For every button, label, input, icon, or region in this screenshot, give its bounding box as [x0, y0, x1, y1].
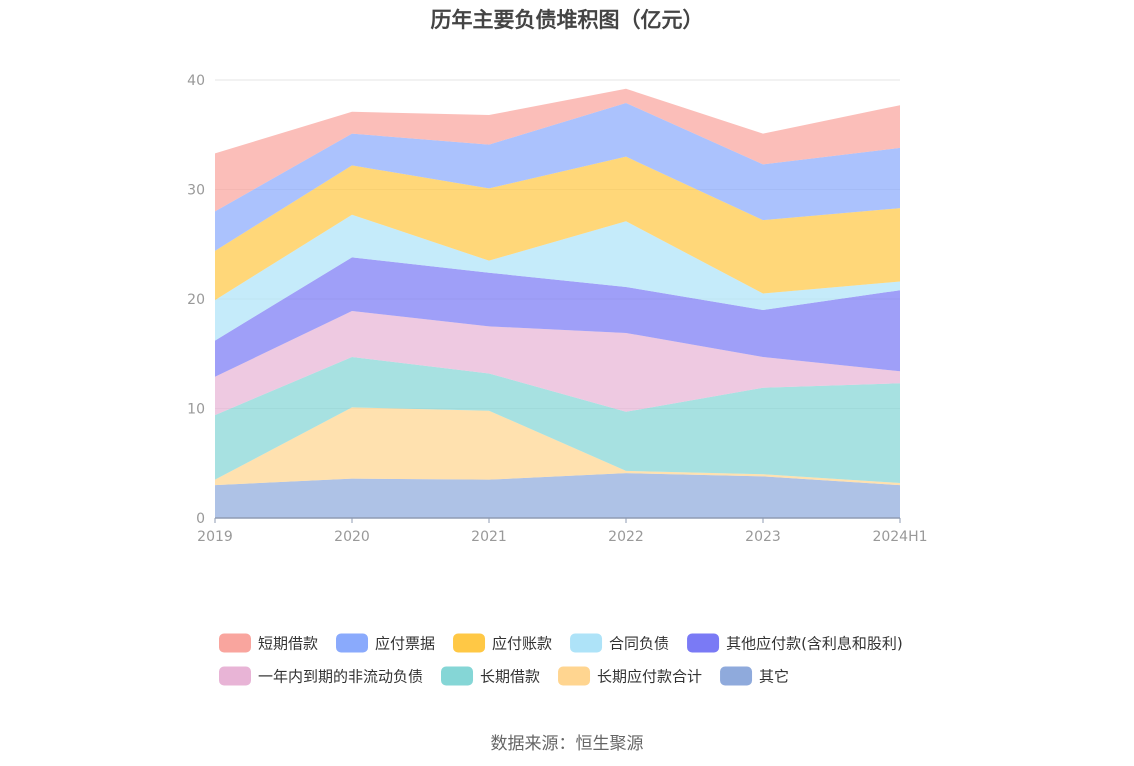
chart-title: 历年主要负债堆积图（亿元） [430, 8, 704, 32]
legend-label: 应付票据 [375, 635, 435, 653]
area-series [215, 357, 900, 483]
legend-label: 其他应付款(含利息和股利) [726, 635, 903, 653]
axes: 0 10 20 30 40 2019 2020 2021 2022 2023 2024H1 [187, 73, 927, 545]
area-series [215, 88, 900, 212]
legend-swatch [720, 666, 753, 686]
legend-label: 其它 [759, 668, 789, 686]
legend-swatch [219, 666, 251, 686]
area-series [215, 156, 900, 301]
legend-swatch [570, 633, 603, 653]
legend-label: 合同负债 [609, 635, 669, 653]
legend: 短期借款 应付票据 应付账款 合同负债 其他应付款(含利息和股利) 一年内到期的非流动负债… [219, 633, 903, 686]
legend-label: 短期借款 [258, 635, 318, 653]
legend-item[interactable]: 应付账款 [453, 633, 552, 653]
legend-item[interactable]: 长期应付款合计 [558, 666, 702, 686]
y-tick-label: 20 [187, 292, 205, 308]
area-series [215, 473, 900, 518]
area-series [215, 103, 900, 251]
x-tick-label: 2020 [334, 529, 370, 545]
legend-item[interactable]: 其它 [720, 666, 789, 686]
x-tick-label: 2023 [745, 529, 781, 545]
y-tick-label: 30 [187, 183, 205, 199]
x-tick-label: 2022 [608, 529, 644, 545]
legend-swatch [453, 633, 486, 653]
data-source-note: 数据来源：恒生聚源 [490, 734, 644, 754]
legend-item[interactable]: 合同负债 [570, 633, 669, 653]
y-tick-label: 10 [187, 402, 205, 418]
legend-label: 一年内到期的非流动负债 [258, 668, 423, 686]
legend-swatch [336, 633, 369, 653]
legend-item[interactable]: 其他应付款(含利息和股利) [687, 633, 903, 653]
legend-swatch [219, 633, 251, 653]
legend-item[interactable]: 长期借款 [441, 666, 540, 686]
legend-item[interactable]: 一年内到期的非流动负债 [219, 666, 423, 686]
area-series [215, 311, 900, 416]
x-tick-label: 2019 [197, 529, 233, 545]
legend-swatch [558, 666, 591, 686]
area-series [215, 257, 900, 377]
legend-item[interactable]: 应付票据 [336, 633, 435, 653]
area-series [215, 407, 900, 486]
legend-swatch [687, 633, 720, 653]
area-series-layer [215, 88, 900, 518]
y-tick-label: 40 [187, 73, 205, 89]
x-tick-label: 2024H1 [872, 529, 927, 545]
area-series [215, 214, 900, 341]
legend-swatch [441, 666, 474, 686]
legend-label: 长期借款 [480, 668, 540, 686]
y-tick-label: 0 [196, 511, 205, 527]
x-tick-label: 2021 [471, 529, 507, 545]
legend-item[interactable]: 短期借款 [219, 633, 318, 653]
legend-label: 应付账款 [492, 635, 552, 653]
legend-label: 长期应付款合计 [597, 668, 702, 686]
